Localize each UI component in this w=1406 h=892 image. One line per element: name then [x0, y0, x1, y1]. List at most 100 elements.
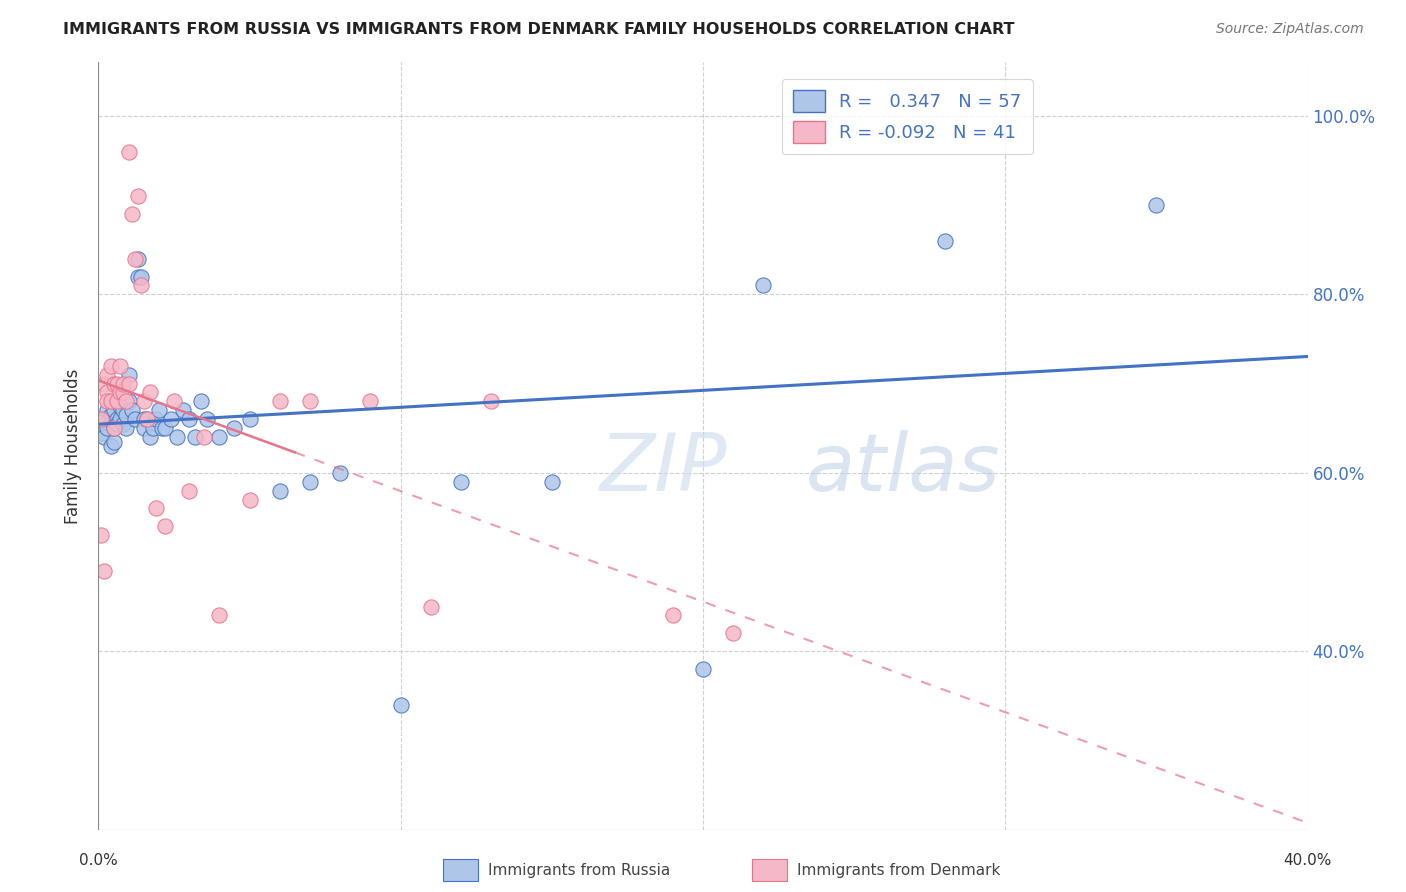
Text: Source: ZipAtlas.com: Source: ZipAtlas.com — [1216, 22, 1364, 37]
Point — [661, 608, 683, 623]
Point — [90, 528, 112, 542]
Point — [90, 412, 112, 426]
Point — [132, 421, 155, 435]
Point — [389, 698, 412, 712]
Point — [100, 439, 122, 453]
Point — [139, 385, 162, 400]
Point — [166, 430, 188, 444]
Point — [127, 269, 149, 284]
Point — [153, 421, 176, 435]
Point — [179, 483, 201, 498]
Point — [129, 278, 152, 293]
Point — [111, 376, 134, 391]
Point — [208, 608, 231, 623]
Point — [132, 412, 155, 426]
Point — [135, 412, 157, 426]
Point — [93, 412, 115, 426]
Point — [118, 376, 141, 391]
Point — [96, 394, 118, 409]
Point — [108, 399, 131, 413]
Point — [239, 412, 262, 426]
Point — [269, 394, 291, 409]
Point — [111, 417, 134, 431]
Point — [114, 394, 136, 409]
Y-axis label: Family Households: Family Households — [65, 368, 83, 524]
Point — [239, 492, 262, 507]
Text: 40.0%: 40.0% — [1284, 853, 1331, 868]
Point — [96, 403, 118, 417]
Point — [127, 252, 149, 266]
Point — [93, 564, 115, 578]
Point — [96, 368, 118, 382]
Point — [1144, 198, 1167, 212]
Point — [105, 394, 128, 409]
Point — [118, 145, 141, 159]
Point — [111, 403, 134, 417]
Point — [96, 385, 118, 400]
Point — [299, 394, 322, 409]
Point — [96, 421, 118, 435]
Point — [111, 385, 134, 400]
Point — [127, 189, 149, 203]
Text: ZIP: ZIP — [600, 430, 727, 508]
Point — [139, 430, 162, 444]
Point — [105, 412, 128, 426]
Point — [132, 394, 155, 409]
Point — [103, 421, 125, 435]
Point — [160, 412, 183, 426]
Point — [118, 394, 141, 409]
Text: Immigrants from Russia: Immigrants from Russia — [488, 863, 671, 878]
Point — [93, 376, 115, 391]
Point — [208, 430, 231, 444]
Point — [93, 430, 115, 444]
Point — [105, 417, 128, 431]
Point — [145, 412, 167, 426]
Point — [103, 376, 125, 391]
Point — [934, 234, 956, 248]
Point — [540, 475, 562, 489]
Text: 0.0%: 0.0% — [79, 853, 118, 868]
Point — [108, 359, 131, 373]
Point — [100, 394, 122, 409]
Point — [450, 475, 472, 489]
Point — [153, 519, 176, 533]
Legend: R =   0.347   N = 57, R = -0.092   N = 41: R = 0.347 N = 57, R = -0.092 N = 41 — [782, 79, 1032, 154]
Point — [100, 394, 122, 409]
Point — [481, 394, 503, 409]
Point — [114, 408, 136, 422]
Point — [124, 252, 146, 266]
Point — [148, 403, 170, 417]
Point — [692, 662, 714, 676]
Point — [224, 421, 246, 435]
Point — [163, 394, 186, 409]
Point — [195, 412, 218, 426]
Point — [121, 403, 143, 417]
Point — [179, 412, 201, 426]
Point — [103, 434, 125, 449]
Point — [129, 269, 152, 284]
Point — [299, 475, 322, 489]
Point — [108, 385, 131, 400]
Text: Immigrants from Denmark: Immigrants from Denmark — [797, 863, 1001, 878]
Point — [193, 430, 215, 444]
Text: IMMIGRANTS FROM RUSSIA VS IMMIGRANTS FROM DENMARK FAMILY HOUSEHOLDS CORRELATION : IMMIGRANTS FROM RUSSIA VS IMMIGRANTS FRO… — [63, 22, 1015, 37]
Point — [752, 278, 775, 293]
Point — [124, 412, 146, 426]
Point — [103, 403, 125, 417]
Point — [184, 430, 207, 444]
Point — [100, 359, 122, 373]
Point — [114, 421, 136, 435]
Point — [105, 376, 128, 391]
Point — [190, 394, 212, 409]
Point — [150, 421, 173, 435]
Point — [103, 421, 125, 435]
Point — [420, 599, 443, 614]
Point — [90, 425, 112, 440]
Point — [105, 394, 128, 409]
Point — [329, 466, 352, 480]
Point — [118, 368, 141, 382]
Point — [360, 394, 382, 409]
Point — [142, 421, 165, 435]
Point — [100, 408, 122, 422]
Point — [723, 626, 745, 640]
